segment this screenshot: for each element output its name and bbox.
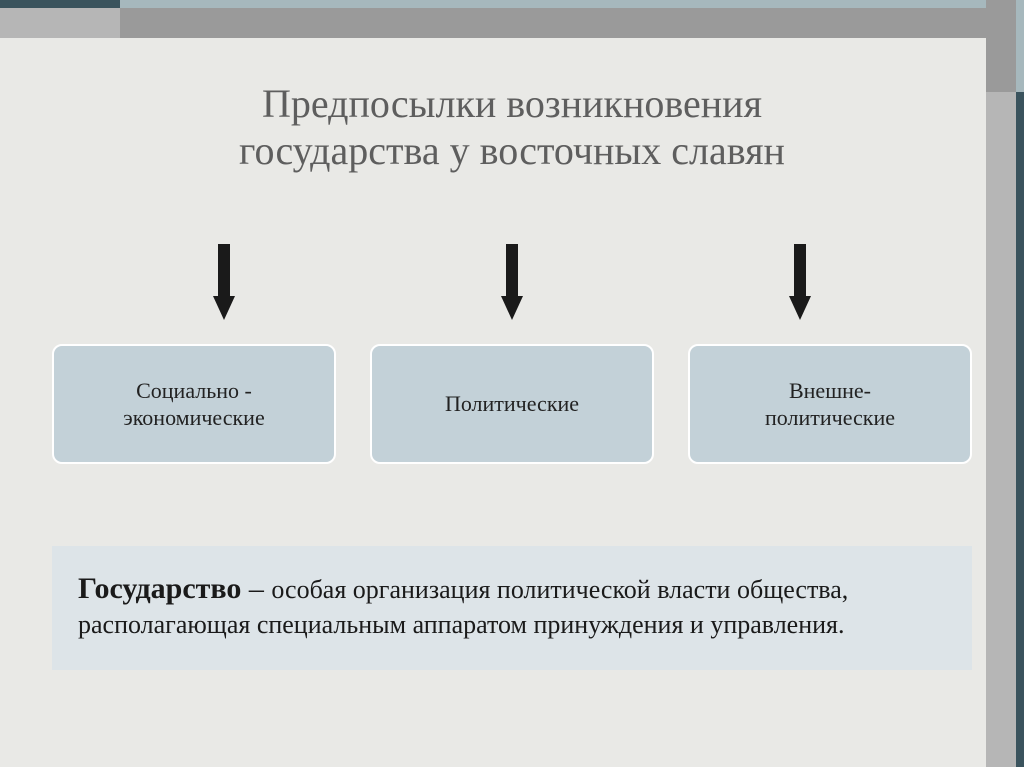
- definition-box: Государство – особая организация политич…: [52, 546, 972, 670]
- title-line-2: государства у восточных славян: [239, 128, 785, 173]
- category-box-socioeconomic: Социально - экономические: [52, 344, 336, 464]
- title-line-1: Предпосылки возникновения: [262, 81, 762, 126]
- arrows-row: [0, 244, 1024, 320]
- slide-title: Предпосылки возникновения государства у …: [60, 80, 964, 174]
- category-box-foreign-political: Внешне- политические: [688, 344, 972, 464]
- top-border-decoration: [0, 0, 1024, 38]
- category-label: экономические: [123, 404, 264, 432]
- arrow-down-icon: [789, 244, 811, 320]
- category-label: Внешне-: [789, 377, 871, 405]
- category-box-political: Политические: [370, 344, 654, 464]
- definition-dash: –: [241, 572, 271, 605]
- right-border-decoration: [986, 0, 1024, 767]
- category-label: Политические: [445, 390, 579, 418]
- category-label: Социально -: [136, 377, 252, 405]
- category-label: политические: [765, 404, 895, 432]
- category-boxes-row: Социально - экономические Политические В…: [52, 344, 972, 464]
- arrow-down-icon: [213, 244, 235, 320]
- arrow-down-icon: [501, 244, 523, 320]
- definition-term: Государство: [78, 572, 241, 605]
